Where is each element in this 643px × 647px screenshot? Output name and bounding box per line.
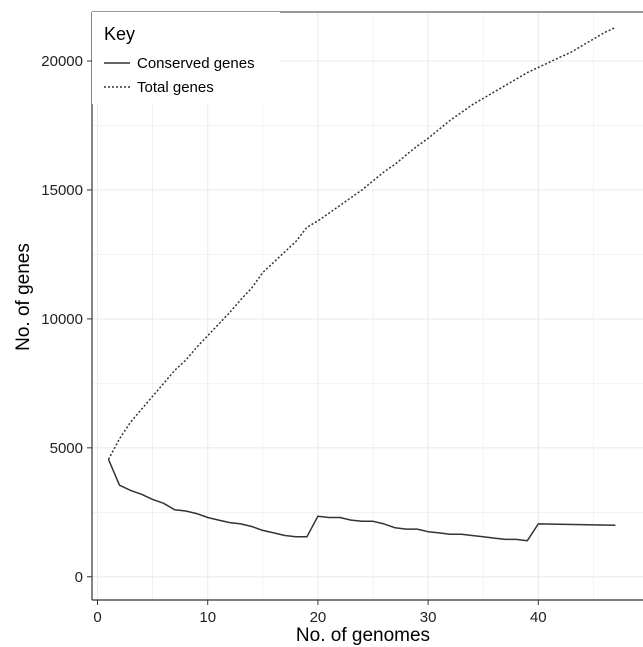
y-tick-label: 5000 bbox=[50, 440, 83, 457]
x-axis-title: No. of genomes bbox=[296, 625, 430, 646]
legend-background bbox=[92, 12, 280, 104]
legend-label-conserved-genes: Conserved genes bbox=[137, 55, 255, 72]
series-lines bbox=[107, 26, 616, 542]
x-tick-label: 10 bbox=[199, 609, 216, 626]
x-tick-label: 20 bbox=[310, 609, 327, 626]
tick-labels: 0 10 20 30 40 0 5000 10000 15000 20000 bbox=[41, 53, 546, 626]
x-tick-label: 0 bbox=[93, 609, 101, 626]
y-tick-label: 0 bbox=[75, 569, 83, 586]
y-axis-title: No. of genes bbox=[13, 243, 34, 351]
legend-label-total-genes: Total genes bbox=[137, 79, 214, 96]
y-tick-label: 15000 bbox=[41, 182, 83, 199]
series-line-total-genes bbox=[107, 26, 616, 460]
legend-title: Key bbox=[104, 24, 135, 44]
y-tick-label: 20000 bbox=[41, 53, 83, 70]
x-tick-label: 30 bbox=[420, 609, 437, 626]
grid-lines bbox=[92, 12, 643, 600]
y-tick-label: 10000 bbox=[41, 311, 83, 328]
x-tick-label: 40 bbox=[530, 609, 547, 626]
series-line-conserved-genes bbox=[107, 459, 616, 542]
legend: Key Conserved genes Total genes bbox=[92, 12, 280, 104]
